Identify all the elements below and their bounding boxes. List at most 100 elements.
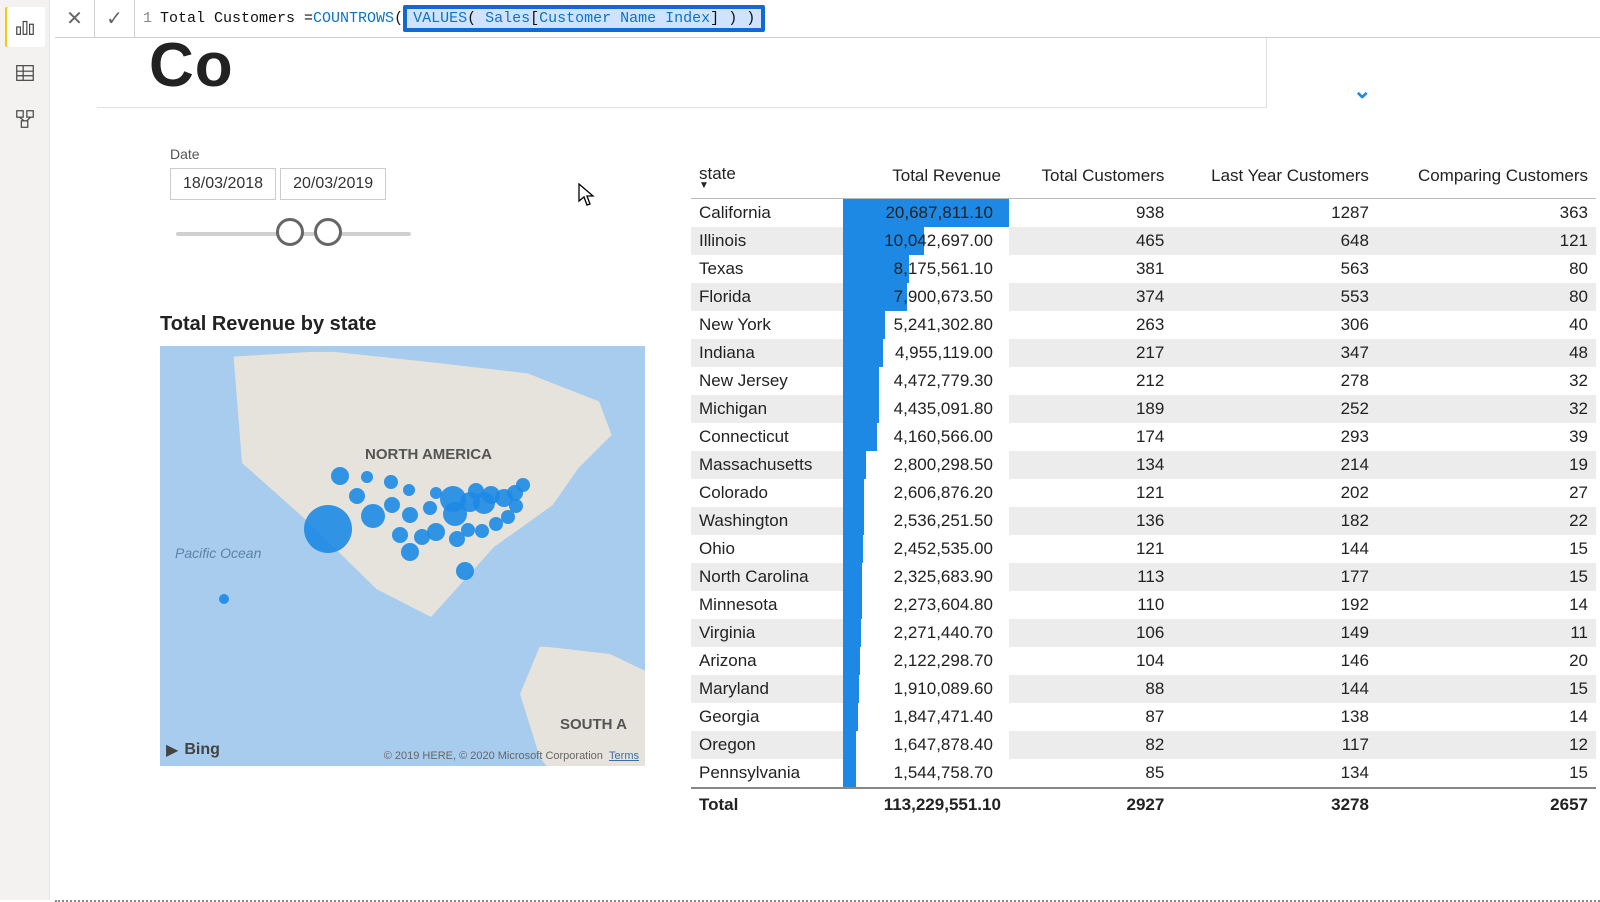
map-bubble[interactable] [331,467,349,485]
map-bubble[interactable] [361,504,385,528]
root: ✕ ✓ 1 Total Customers = COUNTROWS ( VALU… [0,0,1600,900]
cell-revenue-value: 1,544,758.70 [851,761,1001,785]
table-row[interactable]: Washington2,536,251.5013618222 [691,507,1596,535]
cell-state: Texas [691,255,843,283]
view-rail [0,0,50,900]
table-row[interactable]: Texas8,175,561.1038156380 [691,255,1596,283]
map-bubble[interactable] [401,543,419,561]
check-icon: ✓ [106,6,123,31]
table-row[interactable]: Pennsylvania1,544,758.708513415 [691,759,1596,788]
table-row[interactable]: Minnesota2,273,604.8011019214 [691,591,1596,619]
table-row[interactable]: New Jersey4,472,779.3021227832 [691,367,1596,395]
map-bubble[interactable] [449,531,465,547]
table-row[interactable]: Michigan4,435,091.8018925232 [691,395,1596,423]
table-row[interactable]: New York5,241,302.8026330640 [691,311,1596,339]
bing-logo: ▶ Bing [166,740,220,760]
table-row[interactable]: Connecticut4,160,566.0017429339 [691,423,1596,451]
map-bubble[interactable] [403,484,415,496]
cell-state: Pennsylvania [691,759,843,788]
cell-comp: 39 [1377,423,1596,451]
table-header-last[interactable]: Last Year Customers [1172,160,1377,199]
table-header-state[interactable]: state▼ [691,160,843,199]
map-bubble[interactable] [414,529,430,545]
date-start-input[interactable]: 18/03/2018 [170,168,276,200]
slider-handle-end[interactable] [314,218,342,246]
cell-comp: 27 [1377,479,1596,507]
total-comp: 2657 [1377,788,1596,817]
map-bubble[interactable] [304,505,352,553]
map-bubble[interactable] [349,488,365,504]
table-visual[interactable]: state▼Total RevenueTotal CustomersLast Y… [691,160,1596,817]
cancel-formula-button[interactable]: ✕ [55,0,95,37]
table-row[interactable]: Florida7,900,673.5037455380 [691,283,1596,311]
report-view-button[interactable] [5,7,45,47]
table-row[interactable]: North Carolina2,325,683.9011317715 [691,563,1596,591]
table-header-row: state▼Total RevenueTotal CustomersLast Y… [691,160,1596,199]
cell-revenue: 4,472,779.30 [843,367,1009,395]
cell-revenue: 5,241,302.80 [843,311,1009,339]
map-bubble[interactable] [392,527,408,543]
terms-link[interactable]: Terms [609,750,639,762]
table-header-comp[interactable]: Comparing Customers [1377,160,1596,199]
cell-comp: 15 [1377,675,1596,703]
map-bubble[interactable] [219,594,229,604]
map-bubble[interactable] [501,510,515,524]
map-bubble[interactable] [475,524,489,538]
table-row[interactable]: Massachusetts2,800,298.5013421419 [691,451,1596,479]
cell-revenue: 2,273,604.80 [843,591,1009,619]
line-number: 1 [143,10,152,27]
table-row[interactable]: Virginia2,271,440.7010614911 [691,619,1596,647]
cell-comp: 14 [1377,591,1596,619]
title-container: Co [97,38,1267,108]
slider-handle-start[interactable] [276,218,304,246]
date-end-input[interactable]: 20/03/2019 [280,168,386,200]
map-bubble[interactable] [384,497,400,513]
cell-state: Indiana [691,339,843,367]
date-slider[interactable] [176,222,411,252]
cell-cust: 110 [1009,591,1172,619]
total-last: 3278 [1172,788,1377,817]
map-bubble[interactable] [402,507,418,523]
cell-cust: 88 [1009,675,1172,703]
table-row[interactable]: Maryland1,910,089.608814415 [691,675,1596,703]
table-row[interactable]: Illinois10,042,697.00465648121 [691,227,1596,255]
cell-last: 144 [1172,535,1377,563]
cell-revenue-value: 2,536,251.50 [851,509,1001,533]
date-slicer[interactable]: Date 18/03/2018 20/03/2019 [170,146,450,252]
cell-last: 202 [1172,479,1377,507]
cell-last: 138 [1172,703,1377,731]
cell-revenue: 4,160,566.00 [843,423,1009,451]
model-view-button[interactable] [5,99,45,139]
table-icon [14,62,36,84]
table-header-cust[interactable]: Total Customers [1009,160,1172,199]
hl-func: VALUES [413,10,467,27]
map-box[interactable]: NORTH AMERICA SOUTH A Pacific Ocean ▶ Bi… [160,346,645,766]
map-bubble[interactable] [516,478,530,492]
data-view-button[interactable] [5,53,45,93]
table-header-revenue[interactable]: Total Revenue [843,160,1009,199]
commit-formula-button[interactable]: ✓ [95,0,135,37]
cell-revenue: 10,042,697.00 [843,227,1009,255]
table-row[interactable]: Georgia1,847,471.408713814 [691,703,1596,731]
table-row[interactable]: California20,687,811.109381287363 [691,199,1596,228]
cell-state: Georgia [691,703,843,731]
cell-revenue-value: 2,452,535.00 [851,537,1001,561]
cell-last: 134 [1172,759,1377,788]
table-row[interactable]: Indiana4,955,119.0021734748 [691,339,1596,367]
map-bubble[interactable] [456,562,474,580]
cell-state: New York [691,311,843,339]
table-row[interactable]: Oregon1,647,878.408211712 [691,731,1596,759]
table-row[interactable]: Arizona2,122,298.7010414620 [691,647,1596,675]
cell-revenue-value: 2,606,876.20 [851,481,1001,505]
cell-comp: 48 [1377,339,1596,367]
map-bubble[interactable] [384,475,398,489]
map-bubble[interactable] [423,501,437,515]
table-row[interactable]: Ohio2,452,535.0012114415 [691,535,1596,563]
map-bubble[interactable] [489,517,503,531]
map-title: Total Revenue by state [160,313,645,336]
report-canvas[interactable]: Co ⌄ Date 18/03/2018 20/03/2019 Total Re… [55,38,1600,900]
table-row[interactable]: Colorado2,606,876.2012120227 [691,479,1596,507]
map-bubble[interactable] [361,471,373,483]
hl-table: Sales [485,10,530,27]
map-visual[interactable]: Total Revenue by state NORTH AMERICA SOU… [160,313,645,773]
